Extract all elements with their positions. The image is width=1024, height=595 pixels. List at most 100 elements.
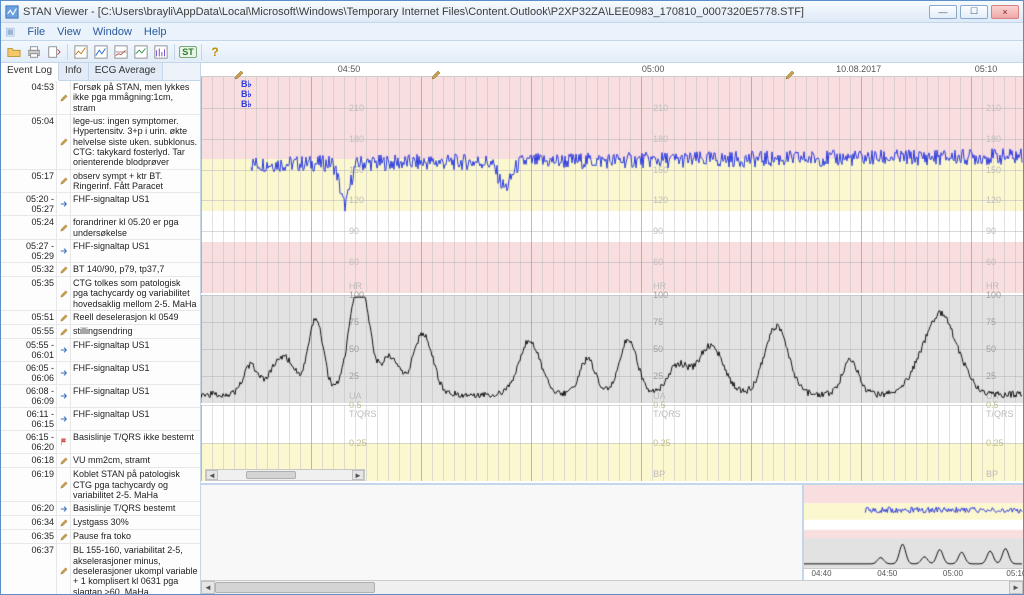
pen-marker-icon [234,67,244,77]
event-type-icon [57,544,71,594]
event-row[interactable]: 06:05 - 06:06FHF-signaltap US1 [1,362,200,385]
chart1-button[interactable] [72,43,90,61]
event-time: 05:27 - 05:29 [1,240,57,262]
event-row[interactable]: 06:15 - 06:20 Basislinje T/QRS ikke beste… [1,431,200,454]
event-list[interactable]: 04:53Forsøk på STAN, men lykkes ikke pga… [1,81,200,594]
event-type-icon [57,81,71,114]
event-row[interactable]: 06:08 - 06:09FHF-signaltap US1 [1,385,200,408]
chart-hscroll[interactable]: ◄ ► [205,469,365,481]
event-text: forandriner kl 05.20 er pga undersøkelse [71,216,200,239]
main-scroll-left-icon[interactable]: ◄ [201,581,215,594]
event-text: FHF-signaltap US1 [71,408,200,430]
print-button[interactable] [25,43,43,61]
menu-view[interactable]: View [57,26,81,38]
event-row[interactable]: 06:19Koblet STAN på patologisk CTG pga t… [1,468,200,502]
event-type-icon [57,468,71,501]
event-row[interactable]: 05:35 CTG tolkes som patologisk pga tachy… [1,277,200,311]
event-type-icon [57,530,71,543]
app-window: STAN Viewer - [C:\Users\brayli\AppData\L… [0,0,1024,595]
event-text: FHF-signaltap US1 [71,240,200,262]
event-type-icon [57,362,71,384]
event-row[interactable]: 05:17observ sympt + ktr BT. Ringerinf. F… [1,170,200,194]
event-time: 06:19 [1,468,57,501]
maximize-button[interactable]: ☐ [960,5,988,19]
event-time: 05:32 [1,263,57,276]
export-button[interactable] [45,43,63,61]
event-row[interactable]: 05:32 BT 140/90, p79, tp37,7 [1,263,200,277]
chart3-button[interactable] [112,43,130,61]
ctg-chart[interactable]: 04:5005:0010.08.201705:10 60606090909012… [201,63,1023,484]
event-row[interactable]: 05:51Reell deselerasjon kl 0549 [1,311,200,325]
event-row[interactable]: 06:11 - 06:15 FHF-signaltap US1 [1,408,200,431]
open-file-button[interactable] [5,43,23,61]
workspace: Event Log Info ECG Average 04:53Forsøk p… [1,63,1023,594]
event-type-icon [57,170,71,193]
overview-mini-chart[interactable]: 04:4004:5005:0005:10 [803,485,1023,580]
main-scroll-thumb[interactable] [215,582,375,593]
minimize-button[interactable]: — [929,5,957,19]
overview-trace [804,485,1023,568]
event-row[interactable]: 05:04lege-us: ingen symptomer. Hypertens… [1,115,200,170]
event-text: CTG tolkes som patologisk pga tachycardy… [71,277,200,310]
toco-trace [201,63,1023,483]
chart2-button[interactable] [92,43,110,61]
help-button[interactable]: ? [206,43,224,61]
event-text: Basislinje T/QRS bestemt [71,502,200,515]
event-text: Lystgass 30% [71,516,200,529]
overview-time-label: 05:00 [943,569,963,578]
st-indicator[interactable]: ST [179,43,197,61]
menu-window[interactable]: Window [93,26,132,38]
mdi-control-icon[interactable]: ▣ [5,25,15,38]
pen-marker-icon [785,67,795,77]
event-row[interactable]: 06:34Lystgass 30% [1,516,200,530]
event-row[interactable]: 05:24 forandriner kl 05.20 er pga undersø… [1,216,200,240]
event-type-icon [57,263,71,276]
menubar: ▣ File View Window Help [1,23,1023,41]
event-type-icon [57,325,71,338]
event-time: 05:55 [1,325,57,338]
close-button[interactable]: × [991,5,1019,19]
event-time: 06:08 - 06:09 [1,385,57,407]
scroll-thumb[interactable] [246,471,296,479]
event-type-icon [57,431,71,453]
event-type-icon [57,193,71,215]
event-time: 06:20 [1,502,57,515]
event-row[interactable]: 06:37BL 155-160, variabilitat 2-5, aksel… [1,544,200,594]
event-time: 06:35 [1,530,57,543]
scroll-right-icon[interactable]: ► [352,470,364,480]
pen-marker-icon [431,67,441,77]
overview-strip: 04:4004:5005:0005:10 [201,484,1023,580]
event-row[interactable]: 06:35Pause fra toko [1,530,200,544]
event-row[interactable]: 05:20 - 05:27FHF-signaltap US1 [1,193,200,216]
event-type-icon [57,385,71,407]
event-text: BT 140/90, p79, tp37,7 [71,263,200,276]
tab-info[interactable]: Info [59,63,89,80]
event-text: lege-us: ingen symptomer. Hypertensitv. … [71,115,200,169]
event-row[interactable]: 06:18VU mm2cm, stramt [1,454,200,468]
event-row[interactable]: 04:53Forsøk på STAN, men lykkes ikke pga… [1,81,200,115]
event-time: 05:35 [1,277,57,310]
overview-time-label: 05:10 [1006,569,1024,578]
event-time: 05:24 [1,216,57,239]
event-time: 06:11 - 06:15 [1,408,57,430]
event-row[interactable]: 05:27 - 05:29 FHF-signaltap US1 [1,240,200,263]
event-row[interactable]: 05:55stillingsendring [1,325,200,339]
event-type-icon [57,216,71,239]
event-text: Basislinje T/QRS ikke bestemt [71,431,200,453]
chart4-button[interactable] [132,43,150,61]
tab-ecg-average[interactable]: ECG Average [89,63,163,80]
chart5-button[interactable] [152,43,170,61]
main-hscroll[interactable]: ◄ ► [201,580,1023,594]
event-row[interactable]: 05:55 - 06:01FHF-signaltap US1 [1,339,200,362]
menu-file[interactable]: File [27,26,45,38]
menu-help[interactable]: Help [144,26,167,38]
main-viewer: 04:5005:0010.08.201705:10 60606090909012… [201,63,1023,594]
app-icon [5,5,19,19]
event-row[interactable]: 06:20 Basislinje T/QRS bestemt [1,502,200,516]
scroll-left-icon[interactable]: ◄ [206,470,218,480]
tab-event-log[interactable]: Event Log [1,63,59,81]
titlebar: STAN Viewer - [C:\Users\brayli\AppData\L… [1,1,1023,23]
event-time: 06:15 - 06:20 [1,431,57,453]
event-time: 05:55 - 06:01 [1,339,57,361]
main-scroll-right-icon[interactable]: ► [1009,581,1023,594]
